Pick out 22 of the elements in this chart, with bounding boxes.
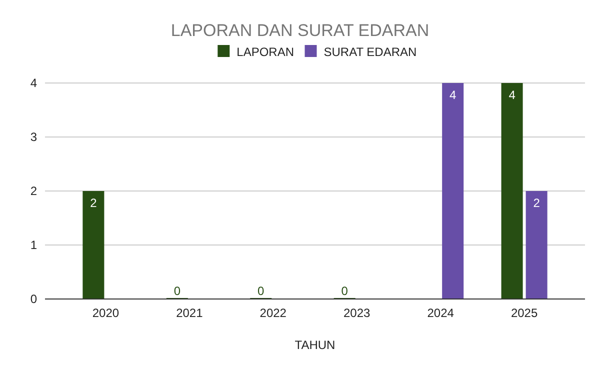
x-tick-label: 2021 bbox=[176, 306, 204, 320]
data-label: 0 bbox=[258, 284, 265, 298]
x-tick-label: 2022 bbox=[260, 306, 287, 320]
data-label: 0 bbox=[174, 284, 181, 298]
legend-label: LAPORAN bbox=[236, 45, 294, 59]
x-axis-title: TAHUN bbox=[294, 338, 336, 352]
x-tick-label: 2025 bbox=[510, 306, 538, 320]
y-tick-label: 3 bbox=[30, 130, 38, 144]
chart-title: LAPORAN DAN SURAT EDARAN bbox=[170, 21, 430, 40]
y-tick-label: 4 bbox=[30, 76, 38, 90]
y-tick-label: 2 bbox=[30, 184, 38, 198]
data-label: 2 bbox=[90, 196, 98, 210]
y-tick-label: 1 bbox=[30, 238, 38, 252]
x-tick-label: 2023 bbox=[344, 306, 371, 320]
x-tick-label: 2024 bbox=[427, 306, 454, 320]
data-label: 4 bbox=[450, 88, 456, 102]
y-tick-label: 0 bbox=[30, 292, 38, 306]
data-label: 0 bbox=[341, 284, 348, 298]
x-tick-label: 2020 bbox=[92, 306, 120, 320]
data-label: 2 bbox=[533, 196, 540, 210]
legend-label: SURAT EDARAN bbox=[324, 45, 417, 59]
data-label: 4 bbox=[508, 88, 516, 102]
